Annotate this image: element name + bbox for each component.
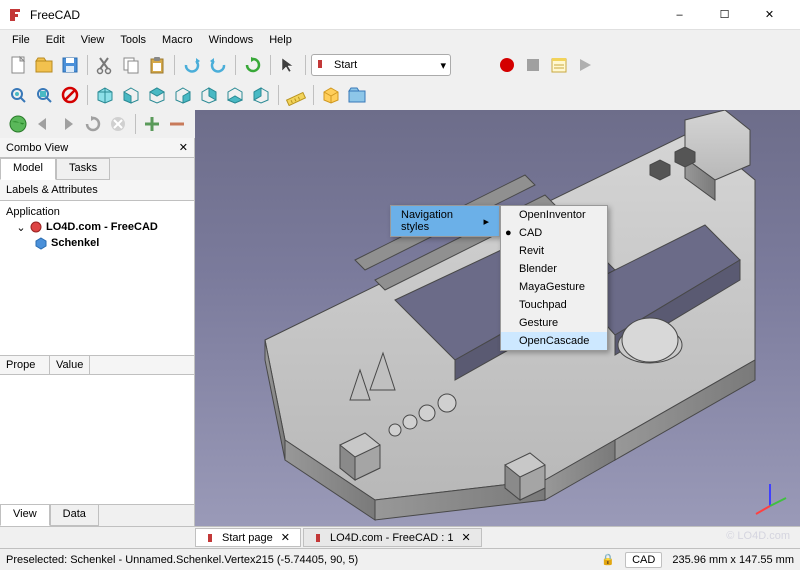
prop-col-property[interactable]: Prope	[0, 356, 50, 374]
nav-style-touchpad[interactable]: Touchpad	[501, 296, 607, 314]
nav-style-gesture[interactable]: Gesture	[501, 314, 607, 332]
open-file-button[interactable]	[32, 53, 56, 77]
menu-file[interactable]: File	[4, 32, 38, 48]
tree-root[interactable]: Application	[4, 205, 190, 219]
menu-macro[interactable]: Macro	[154, 32, 201, 48]
zoom-out-button[interactable]	[166, 112, 189, 136]
property-tabs: View Data	[0, 504, 194, 526]
combo-view-title: Combo View ✕	[0, 138, 194, 158]
part-button[interactable]	[319, 83, 343, 107]
menu-view[interactable]: View	[73, 32, 113, 48]
draw-style-button[interactable]	[58, 83, 82, 107]
prop-col-value[interactable]: Value	[50, 356, 90, 374]
model-tree[interactable]: Application ⌄ LO4D.com - FreeCAD Schenke…	[0, 201, 194, 356]
group-button[interactable]	[345, 83, 369, 107]
redo-button[interactable]	[206, 53, 230, 77]
new-file-button[interactable]	[6, 53, 30, 77]
app-icon	[8, 7, 24, 23]
isometric-view-button[interactable]	[93, 83, 117, 107]
right-view-button[interactable]	[171, 83, 195, 107]
rear-view-button[interactable]	[197, 83, 221, 107]
menu-tools[interactable]: Tools	[112, 32, 154, 48]
title-bar: FreeCAD – ☐ ✕	[0, 0, 800, 30]
macro-macros-button[interactable]	[547, 53, 571, 77]
nav-style-cad[interactable]: ●CAD	[501, 224, 607, 242]
workbench-value: Start	[334, 59, 357, 71]
combo-view-close-icon[interactable]: ✕	[179, 141, 188, 154]
tree-item-schenkel[interactable]: Schenkel	[4, 235, 190, 251]
property-tab-view[interactable]: View	[0, 505, 50, 526]
nav-stop-button[interactable]	[107, 112, 130, 136]
toolbar-nav	[0, 110, 195, 138]
cursor-button[interactable]	[276, 53, 300, 77]
nav-style-mayagesture[interactable]: MayaGesture	[501, 278, 607, 296]
refresh-button[interactable]	[241, 53, 265, 77]
menu-bar: File Edit View Tools Macro Windows Help	[0, 30, 800, 50]
nav-back-button[interactable]	[31, 112, 54, 136]
nav-styles-submenu-trigger[interactable]: Navigation styles▸	[391, 206, 499, 236]
menu-edit[interactable]: Edit	[38, 32, 73, 48]
macro-stop-button[interactable]	[521, 53, 545, 77]
axis-gizmo[interactable]	[750, 476, 790, 516]
nav-style-blender[interactable]: Blender	[501, 260, 607, 278]
status-preselected: Preselected: Schenkel - Unnamed.Schenkel…	[6, 554, 358, 566]
paste-button[interactable]	[145, 53, 169, 77]
nav-styles-submenu: OpenInventor ●CAD Revit Blender MayaGest…	[500, 205, 608, 351]
status-lock-icon[interactable]: 🔒	[601, 553, 615, 566]
save-button[interactable]	[58, 53, 82, 77]
top-view-button[interactable]	[145, 83, 169, 107]
menu-windows[interactable]: Windows	[201, 32, 262, 48]
fit-selection-button[interactable]	[32, 83, 56, 107]
document-tabs: Start page ✕ LO4D.com - FreeCAD : 1 ✕	[0, 526, 800, 548]
3d-viewport[interactable]	[195, 110, 800, 526]
doc-tab-active[interactable]: LO4D.com - FreeCAD : 1 ✕	[303, 528, 482, 547]
zoom-in-button[interactable]	[141, 112, 164, 136]
close-tab-icon[interactable]: ✕	[281, 531, 290, 544]
nav-style-opencascade[interactable]: OpenCascade	[501, 332, 607, 350]
bottom-view-button[interactable]	[223, 83, 247, 107]
toolbar-file: Start ▾	[0, 50, 800, 80]
menu-help[interactable]: Help	[261, 32, 300, 48]
window-title: FreeCAD	[30, 8, 657, 22]
undo-button[interactable]	[180, 53, 204, 77]
context-menu-header: Navigation styles▸	[390, 205, 500, 237]
nav-style-openinventor[interactable]: OpenInventor	[501, 206, 607, 224]
dropdown-icon: ▾	[440, 59, 446, 72]
measure-button[interactable]	[284, 83, 308, 107]
doc-tab-start[interactable]: Start page ✕	[195, 528, 301, 547]
nav-style-revit[interactable]: Revit	[501, 242, 607, 260]
workbench-selector[interactable]: Start ▾	[311, 54, 451, 76]
combo-tabs: Model Tasks	[0, 158, 194, 180]
watermark: © LO4D.com	[726, 530, 790, 542]
left-view-button[interactable]	[249, 83, 273, 107]
combo-tab-model[interactable]: Model	[0, 158, 56, 180]
property-panel: Prope Value	[0, 356, 194, 504]
nav-reload-button[interactable]	[81, 112, 104, 136]
combo-view-panel: Combo View ✕ Model Tasks Labels & Attrib…	[0, 110, 195, 526]
macro-record-button[interactable]	[495, 53, 519, 77]
3d-model	[195, 110, 800, 526]
expand-icon[interactable]: ⌄	[16, 221, 26, 234]
minimize-button[interactable]: –	[657, 1, 702, 29]
status-nav-mode[interactable]: CAD	[625, 552, 662, 568]
maximize-button[interactable]: ☐	[702, 1, 747, 29]
macro-play-button[interactable]	[573, 53, 597, 77]
status-bar: Preselected: Schenkel - Unnamed.Schenkel…	[0, 548, 800, 570]
cut-button[interactable]	[93, 53, 117, 77]
combo-tab-tasks[interactable]: Tasks	[56, 158, 110, 180]
labels-attributes-header: Labels & Attributes	[0, 180, 194, 201]
status-dimensions: 235.96 mm x 147.55 mm	[672, 554, 794, 566]
property-tab-data[interactable]: Data	[50, 505, 99, 526]
nav-home-button[interactable]	[6, 112, 29, 136]
toolbar-view	[0, 80, 800, 110]
nav-forward-button[interactable]	[56, 112, 79, 136]
close-button[interactable]: ✕	[747, 1, 792, 29]
tree-document[interactable]: ⌄ LO4D.com - FreeCAD	[4, 219, 190, 235]
fit-all-button[interactable]	[6, 83, 30, 107]
copy-button[interactable]	[119, 53, 143, 77]
close-tab-icon[interactable]: ✕	[461, 531, 470, 544]
front-view-button[interactable]	[119, 83, 143, 107]
